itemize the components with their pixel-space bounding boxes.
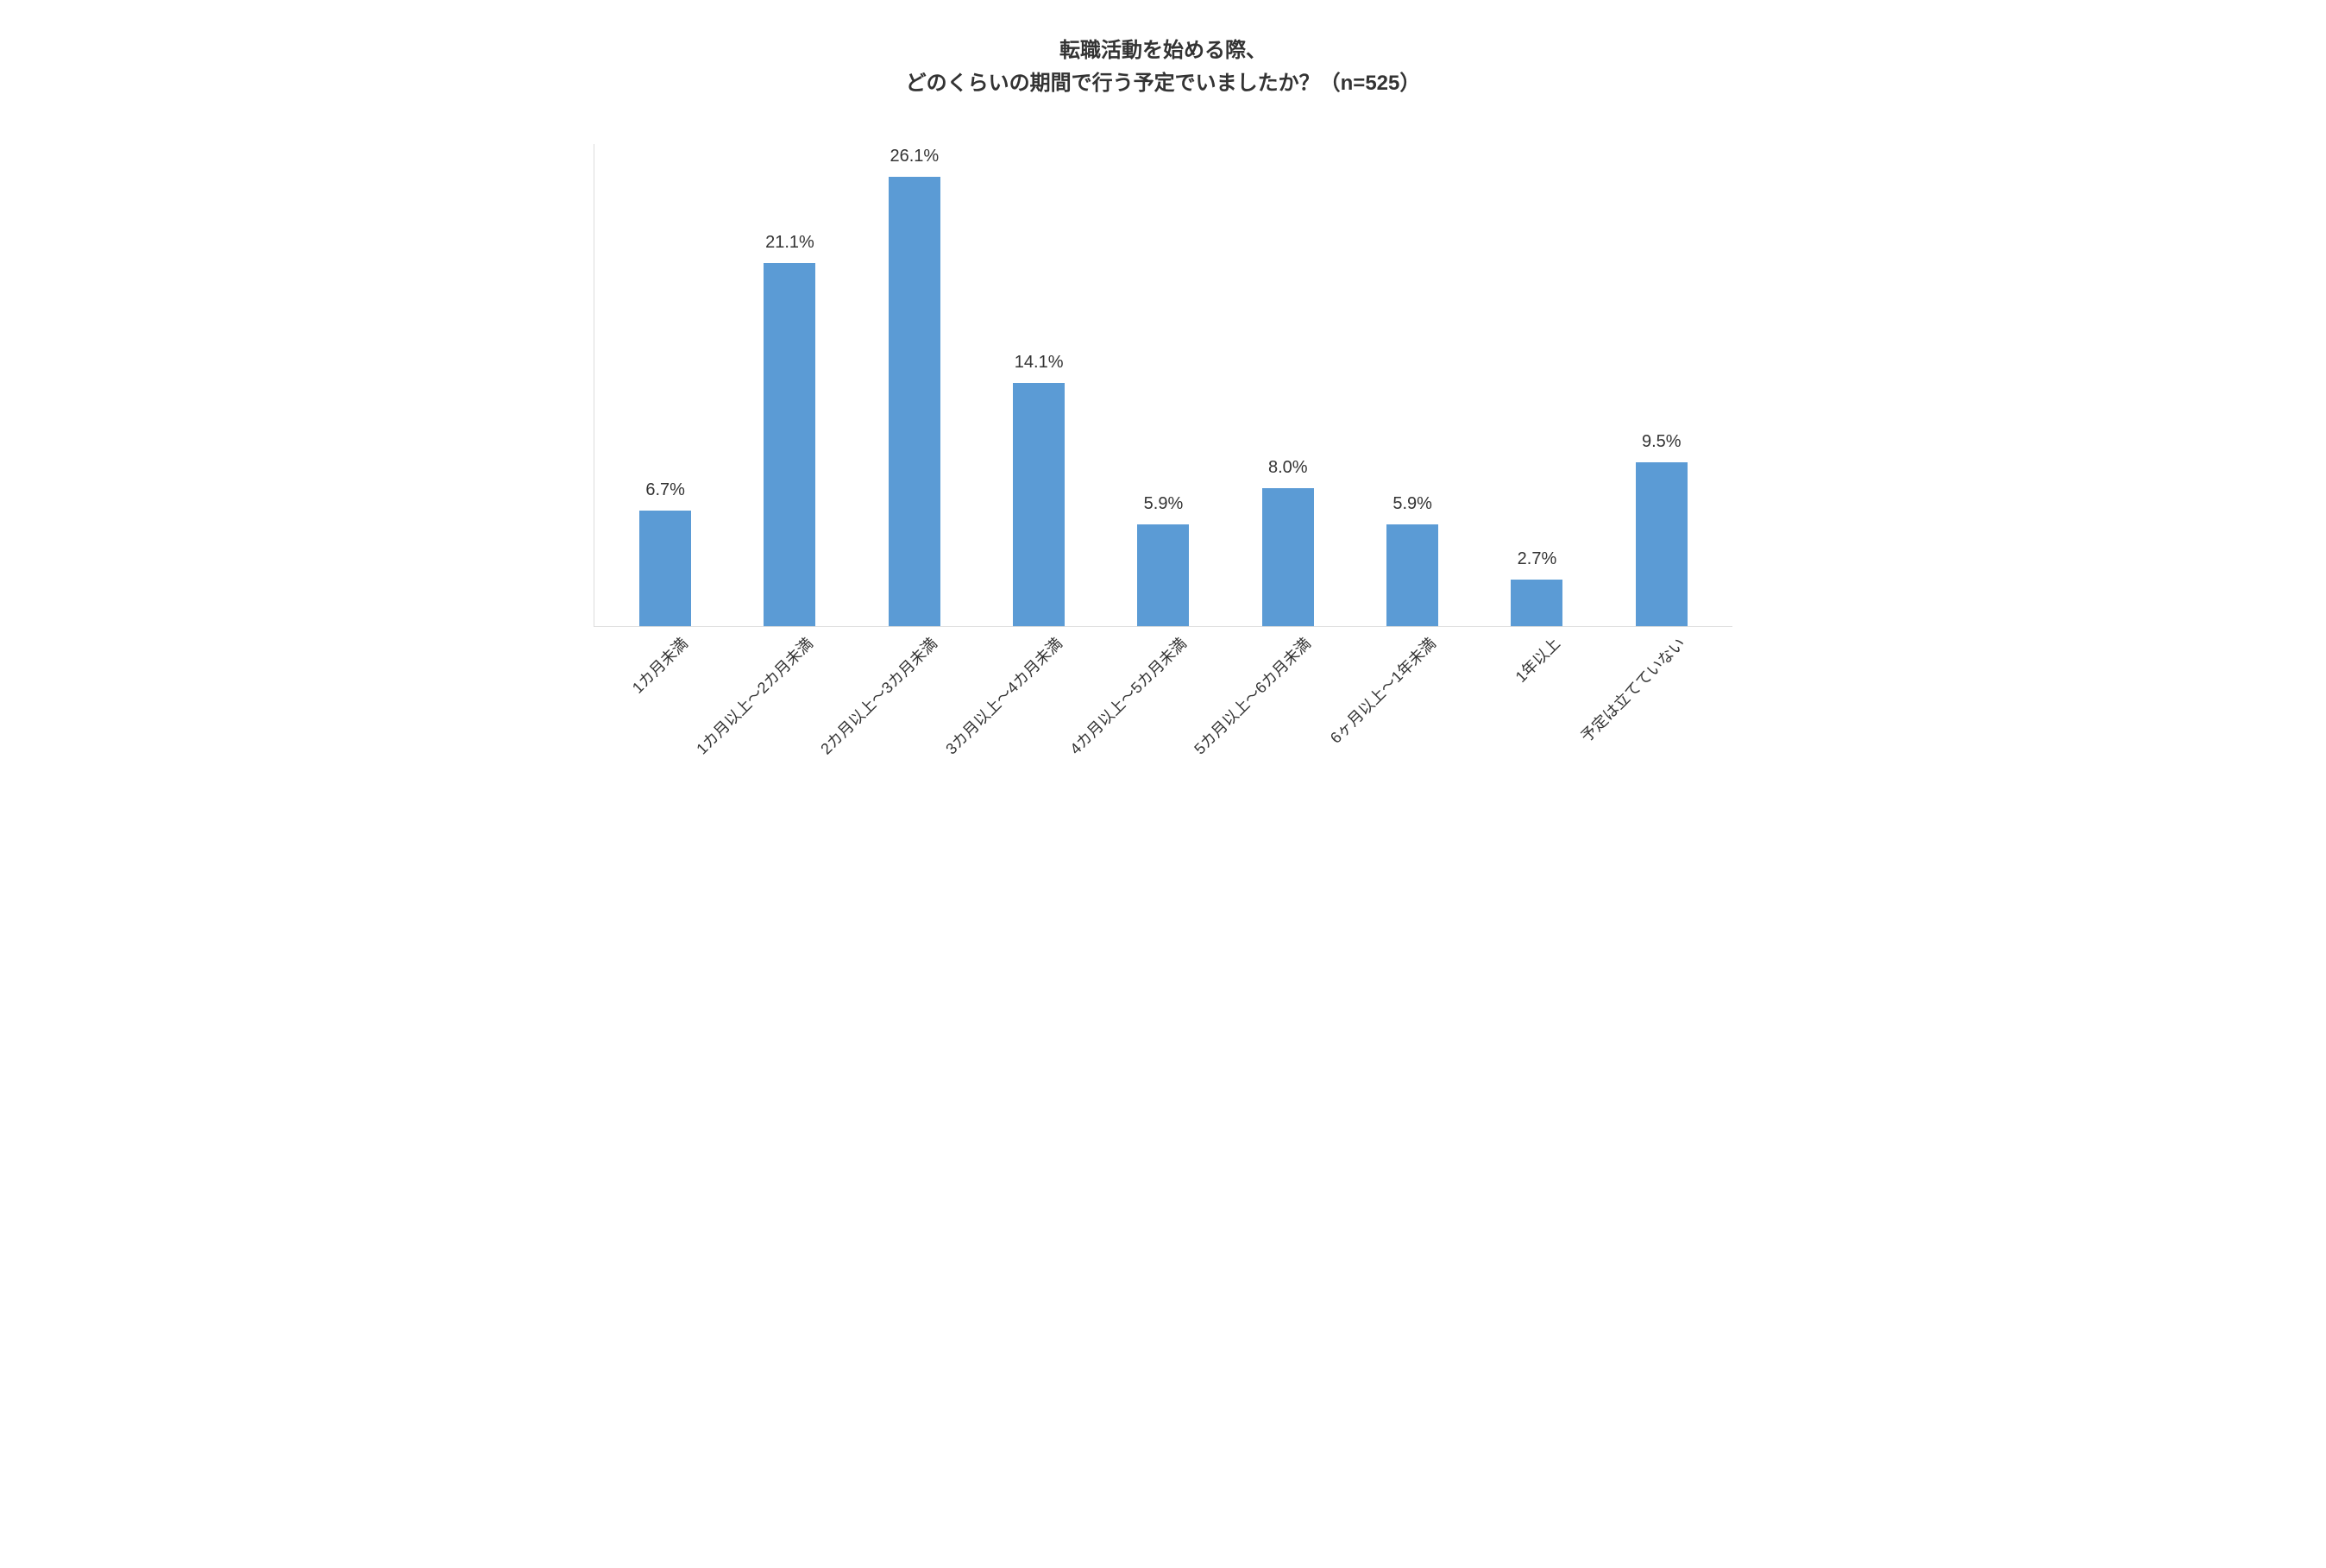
chart-plot-area: 6.7% 21.1% 26.1% 14.1% 5.9% 8.0% 5.9% 2.7% 9.5% <box>594 144 1732 627</box>
bar-group: 5.9% <box>1101 144 1225 626</box>
x-label-wrapper: 1カ月以上～2カ月未満 <box>727 644 852 800</box>
bar-value-label: 6.7% <box>645 480 685 500</box>
x-label-wrapper: 6ヶ月以上～1年未満 <box>1350 644 1474 800</box>
chart-title-line-2: どのくらいの期間で行う予定でいましたか？（n=525） <box>594 67 1732 100</box>
bar <box>1013 383 1065 625</box>
bar-value-label: 14.1% <box>1015 353 1064 373</box>
bar-value-label: 21.1% <box>765 233 814 253</box>
chart-title-line-1: 転職活動を始める際、 <box>594 34 1732 67</box>
bar <box>889 177 940 626</box>
bar <box>764 263 815 626</box>
x-label-wrapper: 5カ月以上～6カ月未満 <box>1225 644 1349 800</box>
bar-value-label: 2.7% <box>1518 549 1557 569</box>
bar-value-label: 5.9% <box>1392 494 1432 514</box>
x-axis-labels: 1カ月未満1カ月以上～2カ月未満2カ月以上～3カ月未満3カ月以上～4カ月未満4カ… <box>594 644 1732 800</box>
bar <box>1137 524 1189 626</box>
bar <box>1386 524 1438 626</box>
x-label-wrapper: 2カ月以上～3カ月未満 <box>852 644 976 800</box>
bar <box>639 511 691 626</box>
bar <box>1262 488 1314 626</box>
bar-group: 6.7% <box>603 144 727 626</box>
x-label-wrapper: 1年以上 <box>1474 644 1599 800</box>
x-label-wrapper: 1カ月未満 <box>602 644 726 800</box>
x-label-wrapper: 3カ月以上～4カ月未満 <box>976 644 1100 800</box>
bar-group: 26.1% <box>852 144 977 626</box>
chart-container: 転職活動を始める際、 どのくらいの期間で行う予定でいましたか？（n=525） 6… <box>594 34 1732 800</box>
bar-group: 8.0% <box>1226 144 1350 626</box>
chart-title: 転職活動を始める際、 どのくらいの期間で行う予定でいましたか？（n=525） <box>594 34 1732 101</box>
bar <box>1511 580 1562 626</box>
bar-group: 14.1% <box>977 144 1101 626</box>
bar-value-label: 9.5% <box>1642 432 1682 452</box>
bar-value-label: 8.0% <box>1268 458 1308 478</box>
bar-group: 5.9% <box>1350 144 1474 626</box>
bar-group: 21.1% <box>727 144 852 626</box>
x-label-wrapper: 予定は立てていない <box>1600 644 1724 800</box>
bar <box>1636 462 1688 626</box>
bar-group: 9.5% <box>1600 144 1724 626</box>
bar-group: 2.7% <box>1474 144 1599 626</box>
bar-value-label: 5.9% <box>1144 494 1184 514</box>
bar-value-label: 26.1% <box>890 147 939 166</box>
x-label-wrapper: 4カ月以上～5カ月未満 <box>1101 644 1225 800</box>
